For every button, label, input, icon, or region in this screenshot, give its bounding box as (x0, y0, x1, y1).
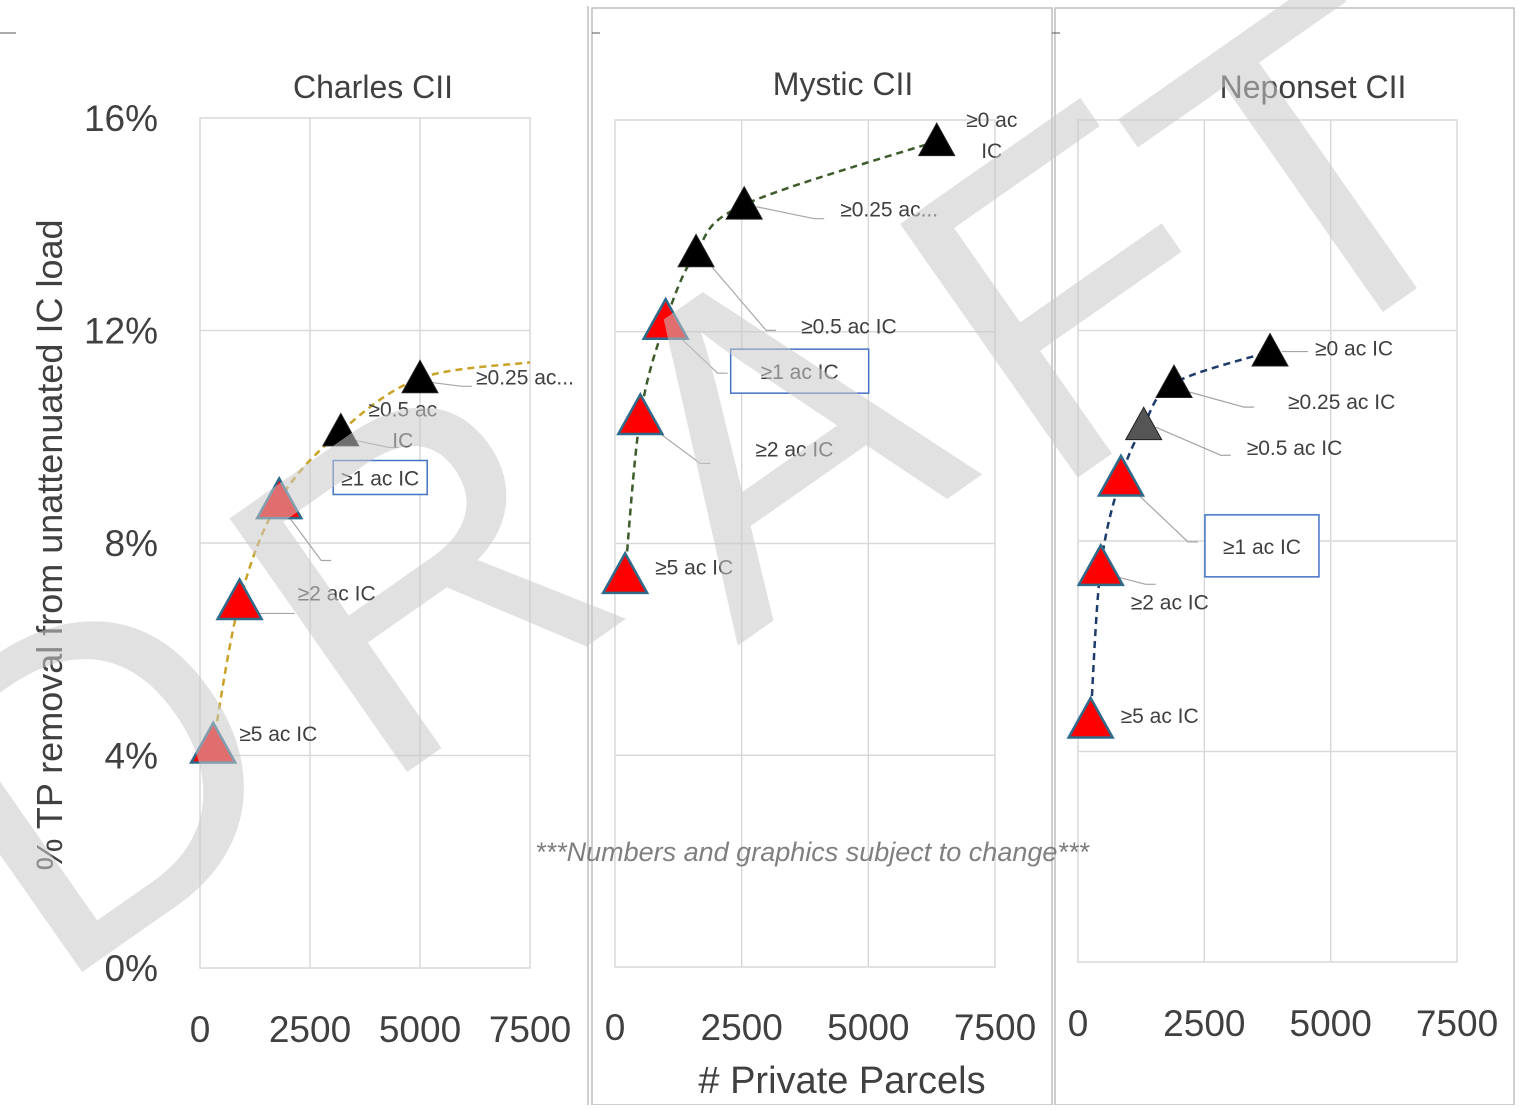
label-leader (350, 438, 399, 449)
panels: Charles CII 0 2500 5000 7500 0% 4% 8% 12% 16% ≥5 a… (84, 66, 1498, 1050)
y-tick-label: 0% (105, 948, 158, 989)
data-point-marker (1124, 406, 1163, 441)
x-tick-label: 2500 (1163, 1003, 1245, 1044)
y-tick-label: 4% (105, 736, 158, 777)
data-point-marker (1155, 364, 1193, 399)
x-tick-label: 2500 (701, 1007, 783, 1048)
disclaimer-text: ***Numbers and graphics subject to chang… (535, 837, 1090, 867)
data-point-marker (1076, 542, 1125, 587)
x-tick-label: 5000 (379, 1009, 461, 1050)
data-point-marker (601, 550, 650, 595)
data-point-marker (321, 412, 360, 447)
x-tick-label: 7500 (954, 1007, 1036, 1048)
data-point-marker (255, 475, 304, 520)
data-point-marker (616, 391, 665, 436)
label-leader (429, 381, 472, 387)
chart-title: Mystic CII (773, 66, 913, 102)
label-highlight-box (332, 459, 428, 496)
y-tick-label: 16% (84, 98, 158, 139)
data-point-label: ≥0.5 ac IC (368, 398, 437, 452)
x-axis-label: # Private Parcels (698, 1060, 985, 1102)
y-tick-label: 12% (84, 311, 158, 352)
data-point-marker (677, 233, 715, 268)
label-leader (1130, 487, 1198, 543)
x-tick-label: 0 (1068, 1003, 1089, 1044)
data-point-label: ≥0.25 ac IC (1288, 391, 1395, 414)
data-point-label: ≥2 ac IC (1131, 591, 1209, 614)
x-tick-label: 2500 (269, 1009, 351, 1050)
label-leader (1155, 426, 1231, 456)
data-point-label: ≥5 ac IC (1121, 705, 1199, 728)
data-point-label: ≥1 ac IC (1223, 536, 1301, 559)
label-leader (1185, 390, 1255, 408)
data-point-label: ≥0 ac IC (966, 109, 1017, 163)
data-point-label: ≥0.25 ac... (476, 366, 574, 389)
data-point-label: ≥5 ac IC (655, 556, 733, 579)
data-point-marker (1096, 453, 1146, 497)
data-point-marker (215, 576, 264, 621)
label-leader (756, 206, 825, 220)
data-point-marker (1251, 332, 1289, 367)
x-tick-label: 7500 (489, 1009, 571, 1050)
y-tick-label: 8% (105, 523, 158, 564)
data-point-marker (189, 720, 238, 764)
data-point-label: ≥5 ac IC (239, 723, 317, 746)
data-point-label: ≥0.25 ac... (840, 199, 938, 222)
label-highlight-box (729, 348, 870, 394)
panel-1: Charles CII 0 2500 5000 7500 0% 4% 8% 12% 16% ≥5 a… (84, 69, 574, 1050)
trend-line (211, 361, 531, 746)
data-point-marker (917, 122, 956, 157)
label-leader (677, 334, 728, 374)
trend-line (623, 139, 938, 576)
data-point-marker (401, 359, 439, 394)
data-point-marker (641, 296, 690, 341)
label-leader (1110, 574, 1156, 585)
data-point-label: ≥0.5 ac IC (801, 315, 897, 338)
data-point-label: ≥0 ac IC (1315, 338, 1393, 361)
label-leader (649, 425, 711, 465)
label-leader (707, 261, 777, 331)
data-point-label: ≥2 ac IC (755, 438, 833, 461)
chart-title: Charles CII (293, 69, 453, 105)
y-axis-label: % TP removal from unattenuated IC load (29, 219, 70, 870)
data-point-label: ≥1 ac IC (341, 468, 419, 491)
x-tick-label: 5000 (827, 1007, 909, 1048)
data-point-label: ≥1 ac IC (761, 361, 839, 384)
label-highlight-box (1204, 514, 1320, 578)
panel-3: Neponset CII 0 2500 5000 7500 ≥5 ac IC ≥2 ac I… (1066, 69, 1498, 1044)
panel-2: Mystic CII 0 2500 5000 7500 ≥5 ac IC ≥2 ac IC ≥… (601, 66, 1036, 1048)
label-leader (286, 514, 332, 562)
data-point-label: ≥2 ac IC (298, 582, 376, 605)
x-tick-label: 5000 (1290, 1003, 1372, 1044)
x-tick-label: 0 (190, 1009, 211, 1050)
x-tick-label: 0 (605, 1007, 626, 1048)
data-point-marker (1066, 695, 1115, 739)
data-point-marker (725, 185, 764, 220)
data-point-label: ≥0.5 ac IC (1247, 437, 1343, 460)
chart-title: Neponset CII (1220, 69, 1407, 105)
x-tick-label: 7500 (1416, 1003, 1498, 1044)
